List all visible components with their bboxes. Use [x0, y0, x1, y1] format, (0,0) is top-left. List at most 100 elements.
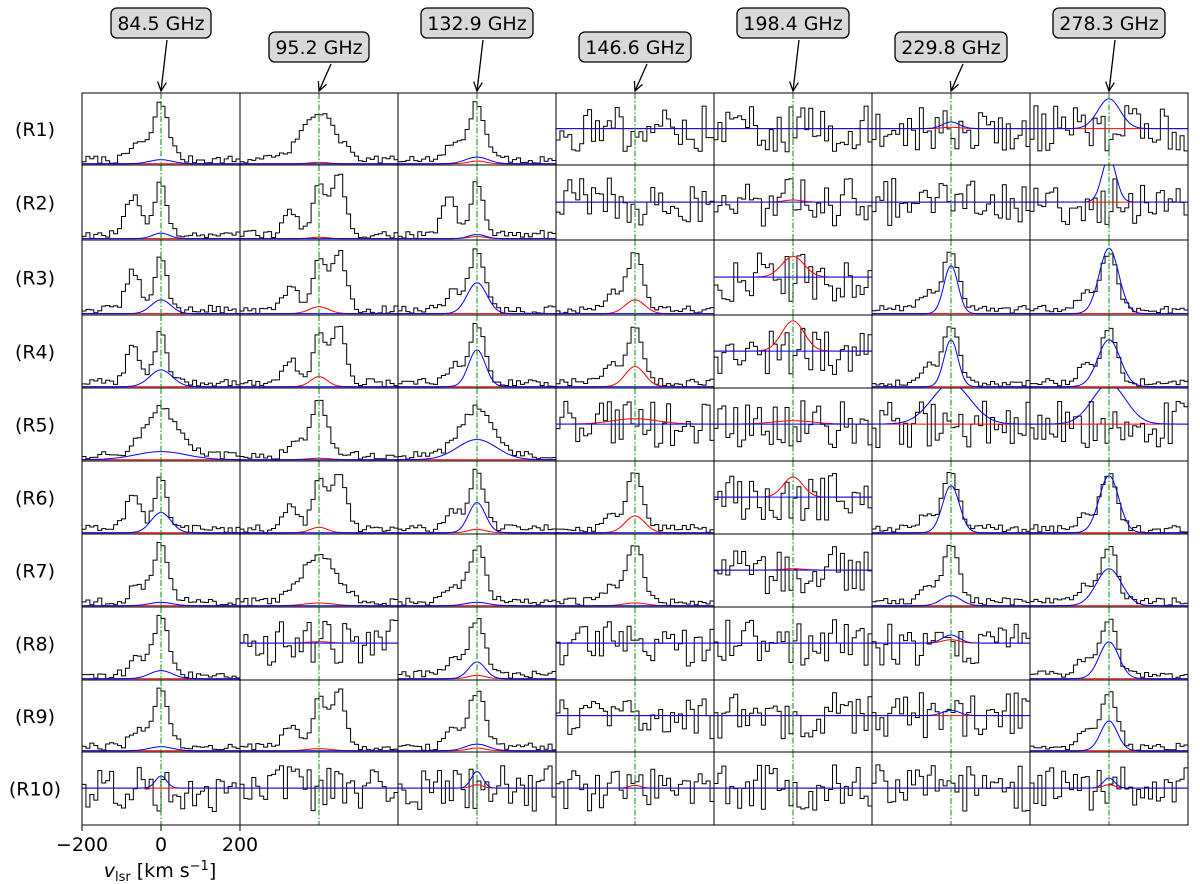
arrow-line [318, 63, 332, 92]
panel-r3-c5 [713, 239, 873, 316]
spectrum-step [398, 248, 556, 314]
panel-r9-c3 [397, 679, 557, 753]
spectrum-step [556, 177, 714, 226]
panel-r6-c3 [397, 460, 557, 535]
panel-r7-c6 [871, 533, 1031, 608]
frequency-label-text: 95.2 GHz [275, 37, 362, 59]
panel-r8-c6 [871, 606, 1031, 681]
panel-r1-c7 [1029, 92, 1189, 166]
panel-r5-c5 [713, 387, 873, 462]
row-label: (R10) [9, 779, 61, 801]
arrow-head [789, 81, 799, 93]
spectrum-step [1030, 178, 1188, 225]
frequency-label-text: 278.3 GHz [1059, 13, 1158, 35]
panel-r2-c1 [81, 164, 241, 241]
spectrum-step [82, 476, 240, 534]
spectrum-step [872, 178, 1030, 226]
x-tick-label: 0 [155, 834, 167, 856]
panel-r7-c4 [555, 533, 715, 608]
panel-r3-c1 [81, 239, 241, 316]
arrow-line [950, 63, 964, 92]
panel-r8-c7 [1029, 606, 1189, 681]
arrow-line [634, 63, 648, 92]
spectrum-step [714, 546, 872, 595]
row-label: (R6) [15, 488, 55, 510]
spectrum-step [82, 542, 240, 606]
frequency-label-2: 95.2 GHz [268, 31, 370, 93]
arrow-line [792, 39, 800, 92]
arrow-head [633, 80, 643, 93]
spectrum-step [398, 404, 556, 460]
blue-fit-curve [82, 232, 240, 240]
panel-r7-c5 [713, 533, 873, 608]
panel-r6-c5 [713, 460, 873, 535]
x-axis-label: vlsr [km s−1] [104, 859, 216, 884]
blue-fit-curve [82, 601, 240, 607]
spectrum-step [240, 619, 398, 666]
panel-r10-c1 [81, 751, 241, 826]
arrow-head [317, 80, 327, 93]
arrow-head [157, 81, 167, 93]
spectrum-step [1030, 766, 1188, 811]
row-label: (R5) [15, 415, 55, 437]
blue-fit-curve [1030, 165, 1188, 203]
panel-r5-c1 [81, 387, 241, 462]
panel-r6-c2 [239, 460, 399, 535]
panel-r10-c3 [397, 751, 557, 826]
spectrum-step [872, 107, 1030, 151]
blue-fit-curve [1030, 247, 1188, 315]
arrow-line [1108, 39, 1116, 92]
panel-r5-c4 [555, 387, 715, 462]
spectrum-step [714, 178, 872, 227]
spectrum-step [82, 181, 240, 239]
panel-r2-c4 [555, 164, 715, 241]
panel-r3-c3 [397, 239, 557, 316]
panel-grid [81, 92, 1189, 826]
spectrum-step [714, 105, 872, 153]
arrow-head [949, 80, 959, 93]
spectrum-step [714, 764, 872, 811]
blue-fit-curve [398, 501, 556, 534]
spectrum-step [240, 474, 398, 533]
panel-r9-c5 [713, 679, 873, 753]
frequency-label-1: 84.5 GHz [110, 7, 212, 93]
panel-r4-c3 [397, 314, 557, 389]
frequency-label-5: 198.4 GHz [736, 7, 850, 93]
panel-r4-c5 [713, 314, 873, 389]
panel-r4-c4 [555, 314, 715, 389]
panel-r3-c7 [1029, 239, 1189, 316]
blue-fit-curve [398, 770, 556, 789]
panel-r2-c7 [1029, 164, 1189, 241]
panel-r10-c5 [713, 751, 873, 826]
panel-r5-c7 [1029, 387, 1189, 462]
spectrum-step [556, 621, 714, 667]
panel-r5-c2 [239, 387, 399, 462]
panel-r3-c6 [871, 239, 1031, 316]
panel-r6-c1 [81, 460, 241, 535]
panel-r9-c2 [239, 679, 399, 753]
panel-r3-c2 [239, 239, 399, 316]
blue-fit-curve [1030, 388, 1188, 425]
spectrum-step [556, 768, 714, 812]
panel-r4-c6 [871, 314, 1031, 389]
panel-r1-c4 [555, 92, 715, 166]
panel-r6-c6 [871, 460, 1031, 535]
spectrum-step [556, 105, 714, 152]
row-label: (R1) [15, 119, 55, 141]
row-label: (R3) [15, 268, 55, 290]
spectrum-step [398, 101, 556, 164]
row-label: (R2) [15, 193, 55, 215]
spectrum-step [240, 113, 398, 164]
row-labels: (R1) (R2) (R3) (R4) (R5) (R6) (R7) (R8) (R9) (R10… [9, 119, 61, 801]
row-label: (R7) [15, 561, 55, 583]
blue-fit-curve [872, 709, 1030, 717]
arrow-line [160, 39, 168, 92]
panel-r1-c2 [239, 92, 399, 166]
panel-r10-c7 [1029, 751, 1189, 826]
spectrum-step [82, 256, 240, 314]
panel-r3-c4 [555, 239, 715, 316]
panel-r9-c1 [81, 679, 241, 753]
blue-fit-curve [1030, 720, 1188, 752]
frequency-label-text: 198.4 GHz [743, 13, 842, 35]
frequency-label-6: 229.8 GHz [894, 31, 1008, 93]
